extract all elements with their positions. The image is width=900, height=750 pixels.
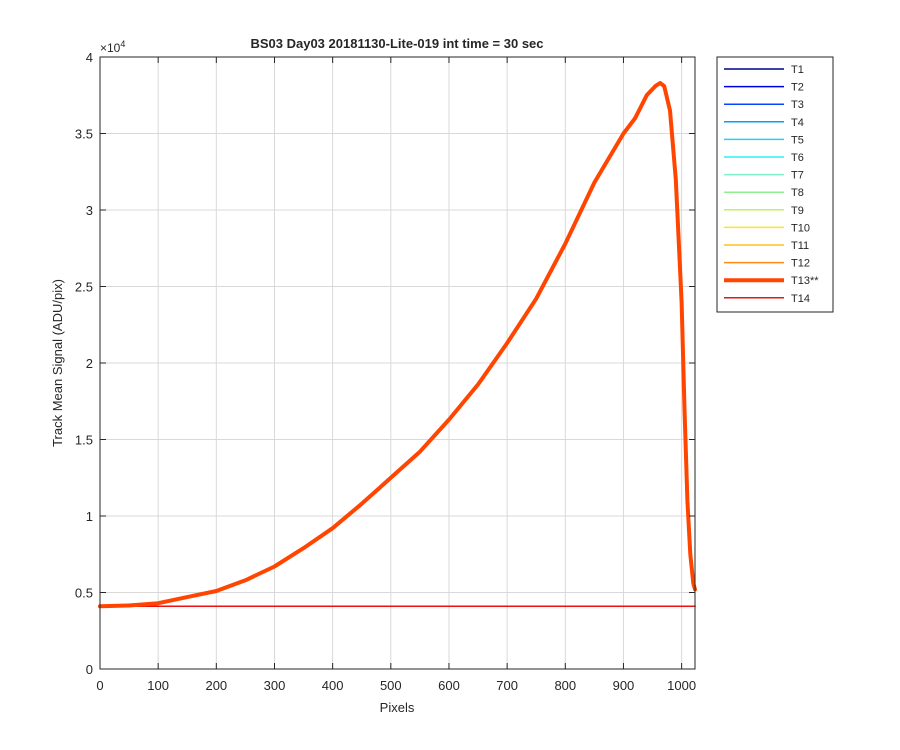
- x-tick-label: 0: [96, 678, 103, 693]
- legend-label-t4: T4: [791, 117, 804, 129]
- y-tick-label: 2: [86, 356, 93, 371]
- chart-title: BS03 Day03 20181130-Lite-019 int time = …: [250, 36, 543, 51]
- y-tick-label: 4: [86, 50, 93, 65]
- legend-label-t6: T6: [791, 152, 804, 164]
- x-tick-label: 700: [496, 678, 518, 693]
- legend-label-t8: T8: [791, 187, 804, 199]
- y-tick-label: 0.5: [75, 586, 93, 601]
- x-tick-label: 300: [264, 678, 286, 693]
- y-tick-label: 1.5: [75, 433, 93, 448]
- y-tick-label: 3: [86, 203, 93, 218]
- x-axis-label: Pixels: [380, 700, 415, 715]
- y-ticks: 0 0.5 1 1.5 2 2.5 3 3.5 4: [75, 50, 695, 677]
- legend-label-t9: T9: [791, 205, 804, 217]
- y-tick-label: 2.5: [75, 280, 93, 295]
- x-tick-label: 900: [613, 678, 635, 693]
- x-tick-label: 600: [438, 678, 460, 693]
- x-tick-label: 500: [380, 678, 402, 693]
- x-tick-label: 400: [322, 678, 344, 693]
- y-exponent-label: ×104: [100, 39, 125, 55]
- legend-label-t12: T12: [791, 258, 810, 270]
- legend-label-t10: T10: [791, 222, 810, 234]
- series-layer: [98, 81, 697, 609]
- y-exponent-base: ×10: [100, 41, 121, 55]
- x-tick-label: 200: [205, 678, 227, 693]
- legend-label-t5: T5: [791, 134, 804, 146]
- y-tick-label: 3.5: [75, 127, 93, 142]
- legend-label-t1: T1: [791, 64, 804, 76]
- axes[interactable]: 0 100 200 300 400 500 600 700 800 900 1000 0 0.5 1 1.…: [75, 50, 697, 693]
- legend-label-t11: T11: [791, 240, 809, 252]
- legend-label-t2: T2: [791, 82, 804, 94]
- legend-label-t3: T3: [791, 99, 804, 111]
- legend[interactable]: T1 T2 T3 T4 T5 T6 T7 T8 T9 T10 T11 T12 T13** T14: [716, 56, 834, 313]
- legend-label-t13: T13**: [791, 275, 819, 287]
- x-tick-label: 800: [554, 678, 576, 693]
- y-tick-label: 1: [86, 509, 93, 524]
- x-tick-label: 1000: [667, 678, 696, 693]
- y-tick-label: 0: [86, 662, 93, 677]
- legend-label-t14: T14: [791, 293, 810, 305]
- series-line-t13: [98, 81, 697, 609]
- legend-label-t7: T7: [791, 170, 804, 182]
- y-axis-label: Track Mean Signal (ADU/pix): [50, 279, 65, 447]
- legend-box: [716, 56, 834, 313]
- y-exponent-power: 4: [120, 39, 125, 49]
- x-tick-label: 100: [147, 678, 169, 693]
- x-ticks: 0 100 200 300 400 500 600 700 800 900 1000: [96, 57, 696, 693]
